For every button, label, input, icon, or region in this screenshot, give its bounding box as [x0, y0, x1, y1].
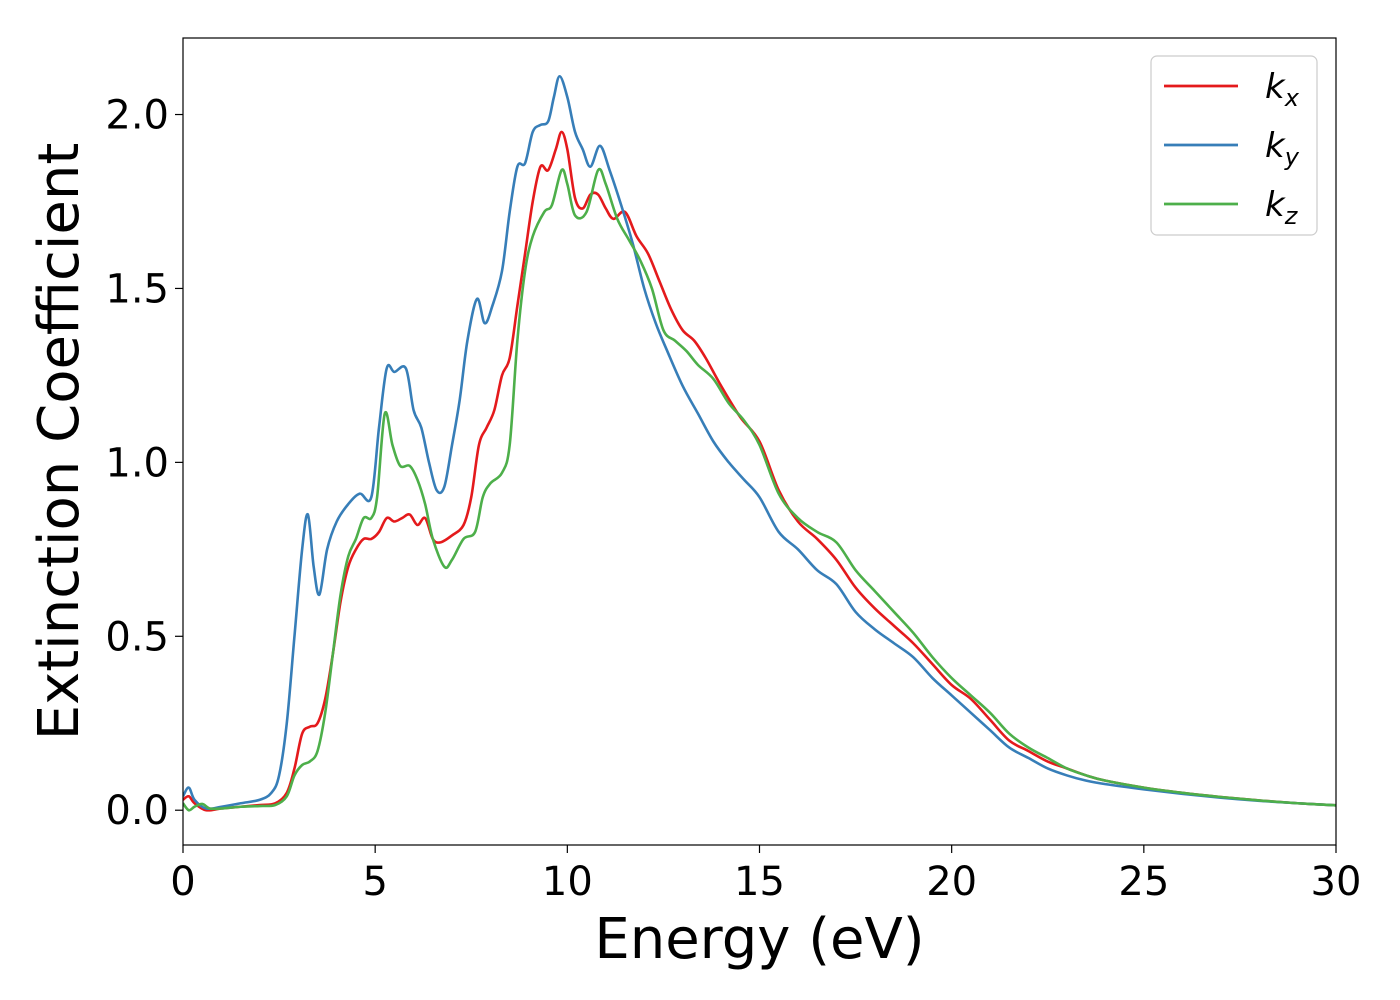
legend-label-symbol: k [1265, 67, 1286, 107]
y-tick-label: 0.5 [105, 614, 169, 660]
x-tick-label: 5 [362, 859, 387, 905]
series-line-kz [183, 167, 1336, 812]
x-tick-label: 20 [926, 859, 977, 905]
x-tick-label: 25 [1118, 859, 1169, 905]
y-tick-label: 1.5 [105, 266, 169, 312]
legend-label-subscript: z [1284, 202, 1299, 230]
x-axis: 0 5 10 15 20 25 30 [170, 845, 1361, 905]
x-tick-label: 15 [734, 859, 785, 905]
legend-label-kx: kx [1265, 67, 1300, 112]
legend-label-ky: ky [1265, 126, 1300, 171]
y-axis: 0.0 0.5 1.0 1.5 2.0 [105, 93, 183, 834]
legend-label-symbol: k [1265, 185, 1286, 225]
legend-label-subscript: x [1284, 84, 1300, 112]
y-tick-label: 1.0 [105, 440, 169, 486]
x-axis-title: Energy (eV) [594, 907, 924, 972]
series-line-ky [183, 74, 1336, 811]
legend-label-symbol: k [1265, 126, 1286, 166]
series-layer [183, 74, 1336, 812]
legend-label-subscript: y [1284, 143, 1300, 171]
y-axis-title: Extinction Coefficient [27, 143, 92, 741]
x-tick-label: 10 [542, 859, 593, 905]
y-tick-label: 0.0 [105, 788, 169, 834]
y-tick-label: 2.0 [105, 93, 169, 139]
x-tick-label: 30 [1311, 859, 1362, 905]
x-tick-label: 0 [170, 859, 195, 905]
legend-label-kz: kz [1265, 185, 1299, 230]
